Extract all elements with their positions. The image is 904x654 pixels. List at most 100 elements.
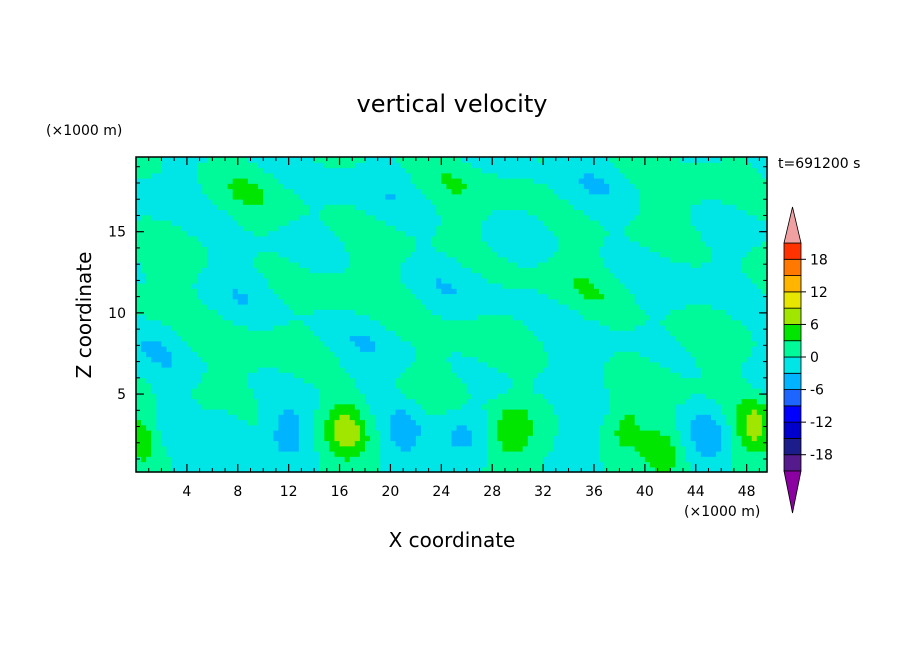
field-cell: [431, 367, 437, 373]
field-cell: [502, 330, 509, 337]
field-cell: [543, 419, 549, 426]
field-cell: [354, 162, 361, 169]
field-cell: [451, 193, 458, 200]
field-cell: [487, 393, 493, 400]
field-cell: [344, 440, 351, 447]
field-cell: [420, 388, 427, 394]
field-cell: [293, 414, 300, 421]
field-cell: [268, 466, 274, 473]
field-cell: [136, 204, 142, 211]
field-cell: [334, 283, 341, 289]
field-cell: [202, 314, 208, 321]
field-cell: [522, 304, 529, 310]
field-cell: [191, 409, 198, 415]
field-cell: [349, 214, 356, 221]
field-cell: [141, 409, 147, 415]
field-cell: [319, 372, 325, 379]
field-cell: [314, 256, 320, 263]
field-cell: [207, 277, 213, 284]
field-cell: [370, 277, 376, 284]
field-cell: [258, 262, 264, 268]
field-cell: [242, 220, 249, 226]
field-cell: [522, 309, 529, 316]
field-cell: [395, 241, 402, 247]
field-cell: [492, 251, 498, 258]
field-cell: [232, 456, 239, 463]
field-cell: [349, 204, 356, 211]
field-cell: [227, 414, 234, 421]
field-cell: [293, 288, 300, 295]
field-cell: [415, 272, 422, 279]
field-cell: [166, 167, 173, 174]
field-cell: [309, 351, 315, 358]
field-cell: [334, 367, 341, 373]
field-cell: [543, 293, 549, 300]
field-cell: [339, 419, 346, 426]
field-cell: [151, 256, 157, 263]
field-cell: [339, 188, 346, 195]
field-cell: [492, 403, 498, 410]
field-cell: [471, 183, 478, 190]
field-cell: [415, 214, 422, 221]
field-cell: [385, 403, 392, 410]
field-cell: [405, 288, 412, 295]
field-cell: [420, 167, 427, 174]
field-cell: [253, 256, 259, 263]
field-cell: [237, 435, 244, 442]
field-cell: [507, 445, 514, 452]
field-cell: [471, 199, 478, 205]
field-cell: [151, 251, 157, 258]
field-cell: [558, 403, 565, 410]
field-cell: [339, 304, 346, 310]
field-cell: [258, 445, 264, 452]
field-cell: [420, 178, 427, 184]
field-cell: [171, 367, 178, 373]
field-cell: [487, 461, 493, 468]
field-cell: [446, 325, 453, 331]
field-cell: [156, 325, 163, 331]
field-cell: [492, 309, 498, 316]
field-cell: [522, 256, 529, 263]
field-cell: [136, 325, 142, 331]
field-cell: [247, 435, 254, 442]
field-cell: [522, 314, 529, 321]
field-cell: [502, 367, 509, 373]
field-cell: [253, 246, 259, 253]
field-cell: [247, 172, 254, 179]
field-cell: [202, 377, 208, 384]
field-cell: [527, 172, 534, 179]
field-cell: [339, 214, 346, 221]
field-cell: [349, 346, 356, 352]
field-cell: [253, 235, 259, 242]
field-cell: [395, 361, 402, 368]
field-cell: [553, 262, 559, 268]
field-cell: [151, 461, 157, 468]
field-cell: [232, 419, 239, 426]
field-cell: [344, 419, 351, 426]
field-cell: [492, 267, 498, 274]
field-cell: [141, 340, 147, 347]
field-cell: [512, 403, 519, 410]
field-cell: [349, 314, 356, 321]
field-cell: [344, 283, 351, 289]
field-cell: [237, 456, 244, 463]
field-cell: [278, 225, 285, 232]
field-cell: [146, 162, 152, 169]
field-cell: [146, 403, 152, 410]
field-cell: [522, 435, 529, 442]
field-cell: [507, 388, 514, 394]
field-cell: [222, 183, 229, 190]
field-cell: [278, 262, 285, 268]
field-cell: [232, 377, 239, 384]
field-cell: [354, 424, 361, 431]
field-cell: [522, 466, 529, 473]
field-cell: [136, 424, 142, 431]
field-cell: [395, 445, 402, 452]
field-cell: [553, 346, 559, 352]
field-cell: [222, 445, 229, 452]
field-cell: [303, 188, 310, 195]
field-cell: [476, 288, 483, 295]
field-cell: [237, 204, 244, 211]
field-cell: [405, 382, 412, 389]
field-cell: [268, 361, 274, 368]
